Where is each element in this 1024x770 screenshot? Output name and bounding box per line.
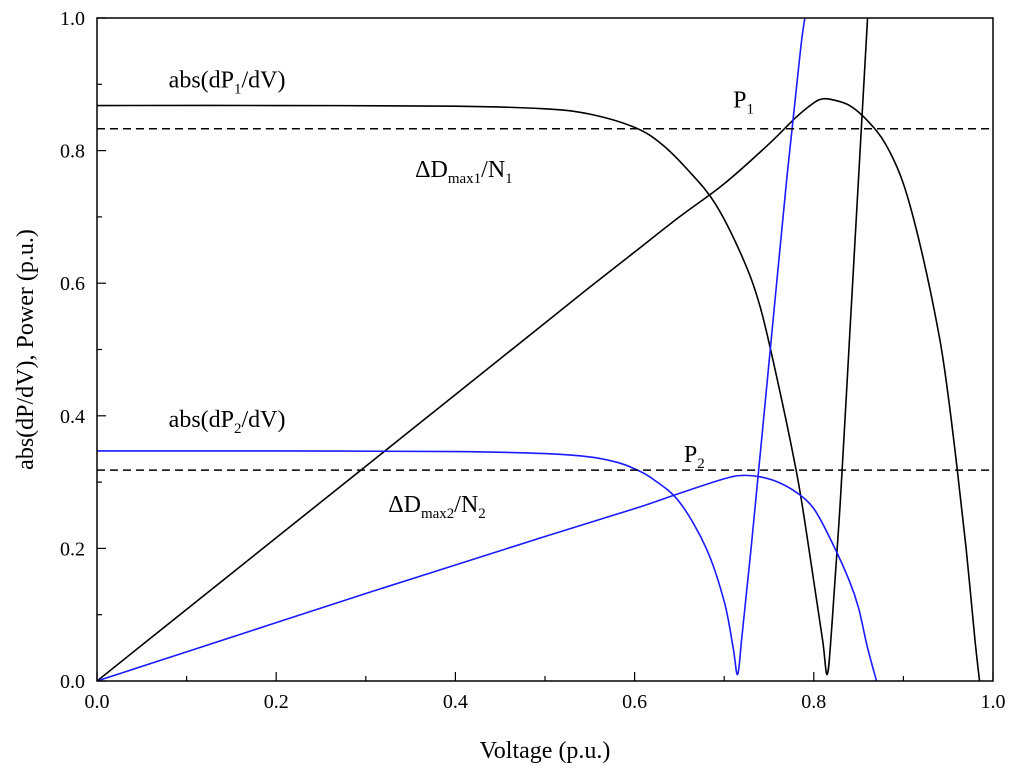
series-line-4 [97, 18, 806, 676]
x-axis-title: Voltage (p.u.) [480, 738, 611, 764]
annot-text: P [733, 88, 746, 114]
x-tick-label: 0.6 [622, 691, 647, 713]
ticks-layer: 0.0 0.2 0.4 0.6 0.8 1.0 0.0 0.2 0.4 0.6 0.8 1.0 [60, 8, 1006, 713]
annot-subscript: 2 [478, 506, 486, 522]
annot-abs-dp2: abs(dP2/dV) [169, 407, 286, 437]
annot-subscript: 2 [697, 456, 705, 472]
series-line-2 [97, 18, 869, 676]
y-tick-label: 0.0 [60, 671, 85, 693]
annot-text: ΔD [415, 157, 448, 183]
y-axis-title: abs(dP/dV), Power (p.u.) [13, 229, 39, 470]
x-tick-label: 0.2 [264, 691, 289, 713]
annot-text: /dV) [242, 407, 286, 433]
y-tick-label: 0.4 [60, 406, 85, 428]
annot-subscript: max1 [448, 171, 481, 187]
annot-subscript: max2 [421, 506, 454, 522]
annot-subscript: 2 [234, 421, 242, 437]
annot-p1: P1 [733, 88, 754, 118]
annot-abs-dp1: abs(dP1/dV) [169, 68, 286, 98]
plot-frame [96, 17, 994, 682]
annot-text: ΔD [388, 492, 421, 518]
annot-subscript: 1 [505, 171, 512, 187]
annot-text: /N [454, 492, 478, 518]
x-tick-label: 0.0 [85, 691, 110, 713]
x-tick-label: 0.4 [443, 691, 468, 713]
annot-text: abs(dP [169, 68, 234, 94]
annot-text: /dV) [242, 68, 286, 94]
annot-layer: abs(dP1/dV)P1ΔDmax1/N1abs(dP2/dV)P2ΔDmax… [169, 68, 754, 522]
annot-subscript: 1 [747, 102, 755, 118]
annot-p2: P2 [684, 442, 705, 472]
series-line-1 [97, 97, 981, 681]
series-line-3 [97, 474, 878, 681]
y-tick-label: 0.8 [60, 141, 85, 163]
x-tick-label: 1.0 [981, 691, 1006, 713]
annot-subscript: 1 [234, 82, 242, 98]
annot-ddmax2: ΔDmax2/N2 [388, 492, 486, 522]
y-tick-label: 1.0 [60, 8, 85, 30]
annot-ddmax1: ΔDmax1/N1 [415, 157, 513, 187]
annot-text: /N [481, 157, 505, 183]
annot-text: abs(dP [169, 407, 234, 433]
y-tick-label: 0.6 [60, 273, 85, 295]
annot-text: P [684, 442, 697, 468]
x-tick-label: 0.8 [801, 691, 826, 713]
series-layer [97, 18, 993, 681]
y-tick-label: 0.2 [60, 538, 85, 560]
